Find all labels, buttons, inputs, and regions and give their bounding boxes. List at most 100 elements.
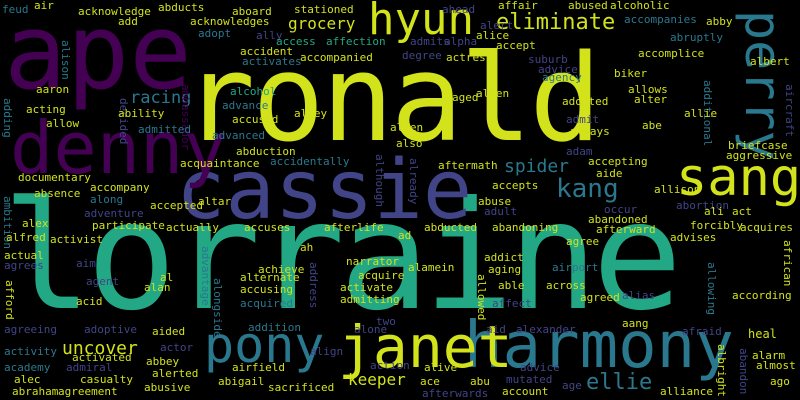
word-ronald: ronald <box>183 30 601 169</box>
word-narrator: narrator <box>346 255 399 268</box>
word-already: already <box>407 158 420 205</box>
word-alison: alison <box>59 40 72 80</box>
word-abducts: abducts <box>158 1 205 14</box>
word-achieve: achieve <box>258 263 305 276</box>
word-biker: biker <box>614 67 648 80</box>
word-allison: allison <box>654 183 701 196</box>
word-age: age <box>562 379 582 392</box>
word-aging: aging <box>488 263 522 276</box>
word-abigail: abigail <box>218 375 265 388</box>
word-alex: alex <box>22 217 49 230</box>
word-uncover: uncover <box>62 338 138 359</box>
word-addition: addition <box>248 321 301 334</box>
word-ambition: ambition <box>1 196 14 249</box>
word-alias: alias <box>622 289 656 302</box>
word-abducted: abducted <box>424 221 477 234</box>
word-kang: kang <box>556 174 619 204</box>
word-accidentally: accidentally <box>270 155 350 168</box>
word-ape: ape <box>4 0 192 113</box>
word-agreement: agreement <box>58 385 118 398</box>
word-agreeing: agreeing <box>4 323 57 336</box>
word-heal: heal <box>748 327 777 341</box>
word-alamein: alamein <box>408 261 455 274</box>
word-decided: decided <box>117 98 130 145</box>
word-alfred: alfred <box>6 231 46 244</box>
word-aaron: aaron <box>36 83 70 96</box>
word-casualty: casualty <box>80 373 133 386</box>
word-aide: aide <box>596 167 623 180</box>
word-abu: abu <box>470 375 490 388</box>
word-abandoning: abandoning <box>492 221 559 234</box>
word-across: across <box>546 279 586 292</box>
word-air: air <box>34 0 54 12</box>
word-abandoned: abandoned <box>588 213 648 226</box>
word-allow: allow <box>46 117 80 130</box>
word-documentary: documentary <box>18 171 91 184</box>
word-affection: affection <box>326 35 386 48</box>
word-admits: admits <box>410 35 450 48</box>
word-affair: affair <box>498 0 538 12</box>
word-cassie: cassie <box>176 143 473 238</box>
word-hyun: hyun <box>368 0 474 45</box>
word-ace: ace <box>420 375 440 388</box>
word-adam: adam <box>566 145 593 158</box>
word-agree: agree <box>566 235 600 248</box>
word-also: also <box>396 137 423 150</box>
word-abusive: abusive <box>144 381 191 394</box>
word-accepting: accepting <box>588 155 648 168</box>
word-alive: alive <box>424 361 458 374</box>
word-adopted: adopted <box>562 95 609 108</box>
word-agrees: agrees <box>4 259 44 272</box>
word-ellie: ellie <box>586 370 653 395</box>
word-alpha: alpha <box>444 35 478 48</box>
word-abduction: abduction <box>236 145 296 158</box>
word-aftermath: aftermath <box>438 159 498 172</box>
word-able: able <box>498 279 525 292</box>
word-harmony: harmony <box>464 309 734 383</box>
word-accusing: accusing <box>240 283 293 296</box>
word-sang: sang <box>676 148 800 208</box>
word-advises: advises <box>670 231 717 244</box>
word-afterward: afterward <box>596 223 656 236</box>
word-academy: academy <box>4 361 51 374</box>
word-adoptive: adoptive <box>84 323 137 336</box>
word-keeper: keeper <box>348 370 406 389</box>
word-ago: ago <box>770 375 790 388</box>
word-allen: allen <box>476 87 510 100</box>
word-actress: actress <box>446 51 493 64</box>
word-ali: ali <box>704 205 724 218</box>
word-act: act <box>732 205 752 218</box>
word-abe: abe <box>642 119 662 132</box>
word-admit: admit <box>566 113 600 126</box>
word-pony: pony <box>204 316 325 374</box>
word-mutated: mutated <box>506 373 553 386</box>
word-denny: denny <box>10 106 227 190</box>
word-activist: activist <box>50 233 103 246</box>
word-acknowledge: acknowledge <box>78 5 151 18</box>
word-activated: activated <box>72 351 132 364</box>
word-actor: actor <box>160 341 194 354</box>
word-advantage: advantage <box>199 246 212 306</box>
word-agency: agency <box>542 71 582 84</box>
word-accepted: accepted <box>150 199 203 212</box>
word-allie: allie <box>684 107 718 120</box>
word-alternate: alternate <box>240 271 300 284</box>
word-abortion: abortion <box>676 199 729 212</box>
word-spider: spider <box>504 156 570 177</box>
word-actually: actually <box>166 221 219 234</box>
word-activate: activate <box>340 281 393 294</box>
word-aggressive: aggressive <box>726 149 793 162</box>
word-allows: allows <box>628 83 668 96</box>
word-airport: airport <box>552 261 599 274</box>
word-access: access <box>276 35 316 48</box>
word-ahead: ahead <box>442 3 476 16</box>
word-adding: adding <box>1 98 14 138</box>
word-lorraine: lorraine <box>2 170 682 344</box>
word-occur: occur <box>604 203 638 216</box>
word-accident: accident <box>240 45 293 58</box>
word-ally: ally <box>256 29 283 42</box>
word-perry: perry <box>734 10 792 161</box>
word-al: al <box>160 271 174 284</box>
word-alarm: alarm <box>752 349 786 362</box>
word-accepts: accepts <box>492 179 539 192</box>
